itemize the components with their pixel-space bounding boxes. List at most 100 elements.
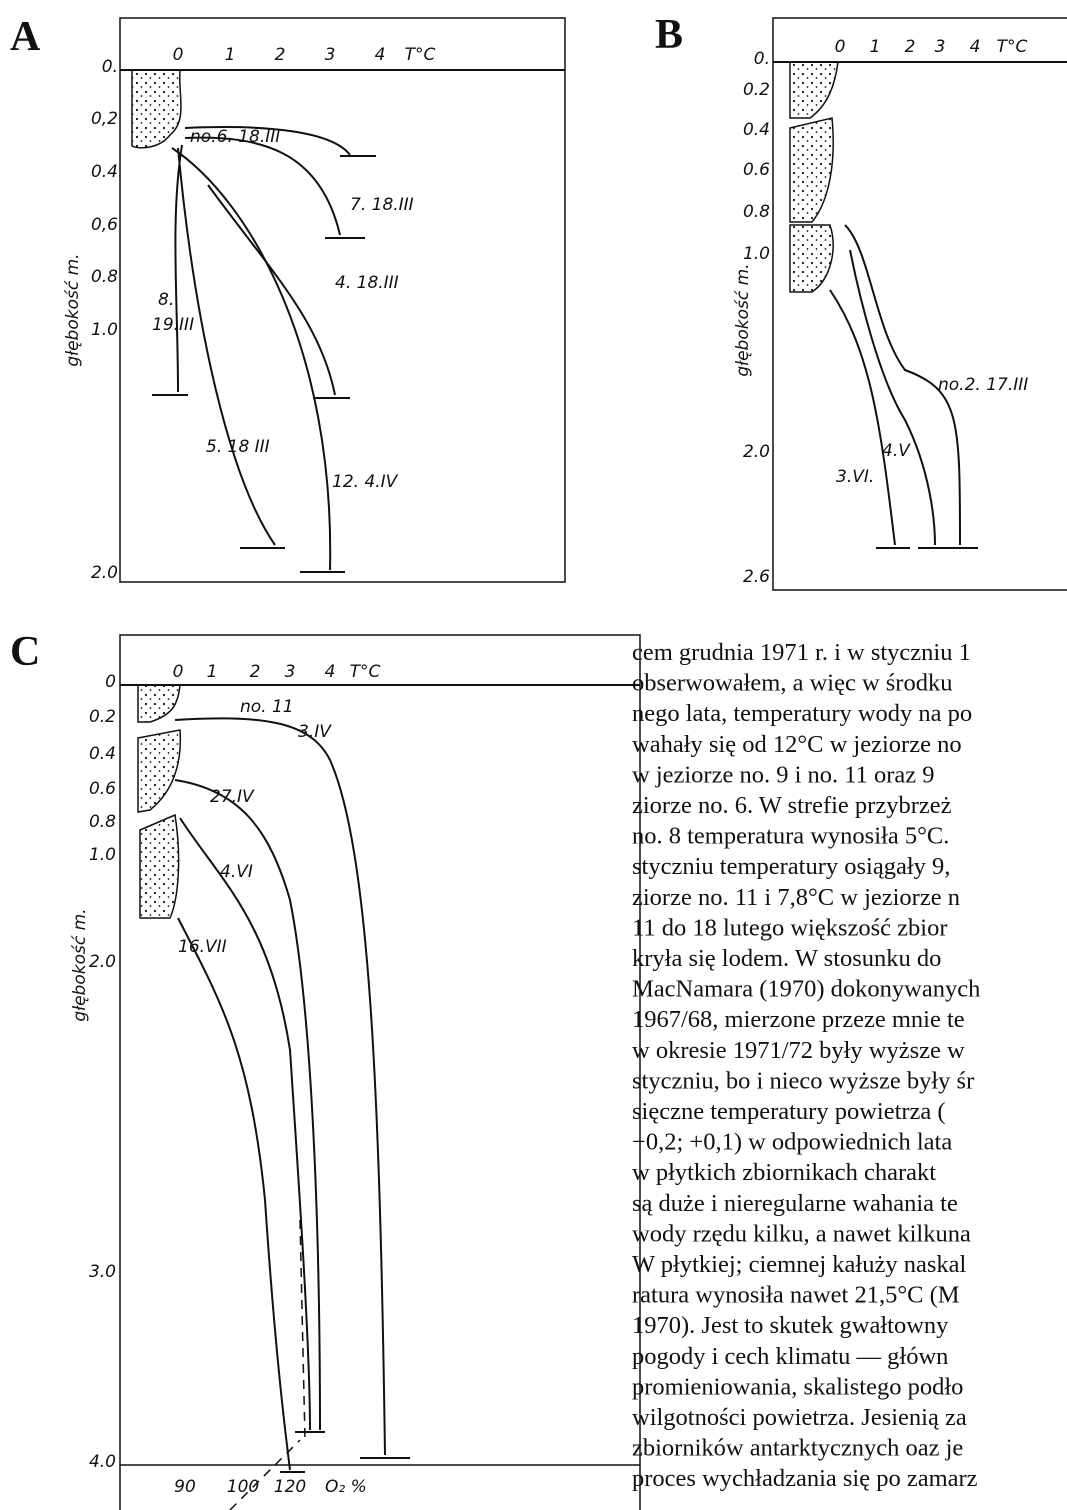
y-tick-label: 0.4: [89, 744, 116, 764]
body-text-line: W płytkiej; ciemnej kałuży naskal: [632, 1251, 966, 1278]
y-tick-label: 0.: [102, 57, 118, 77]
curve-label: 4.VI: [220, 862, 253, 882]
body-text-line: 1970). Jest to skutek gwałtowny: [632, 1312, 949, 1339]
y-tick-label: 0.4: [91, 162, 118, 182]
body-text-line: pogody i cech klimatu — główn: [632, 1343, 948, 1370]
x-tick-label: 1: [225, 45, 236, 65]
y-tick-label: 1.0: [89, 845, 116, 865]
y-tick-label: 3.0: [89, 1262, 116, 1282]
x-tick-label: 0: [173, 45, 184, 65]
y-tick-label: 4.0: [89, 1452, 116, 1472]
y-tick-label: 0,6: [91, 215, 118, 235]
body-text-line: sięczne temperatury powietrza (: [632, 1098, 946, 1125]
y-tick-label: 2.6: [743, 567, 770, 587]
curve-label: no. 11: [240, 697, 294, 717]
x-tick-label: 1: [207, 662, 218, 682]
curve-label: 12. 4.IV: [332, 472, 399, 492]
y-tick-label: 0.2: [89, 707, 116, 727]
y-tick-label: 1.0: [743, 244, 770, 264]
y-tick-label: 0,2: [91, 109, 118, 129]
curve-label: 27.IV: [210, 787, 255, 807]
panel-label: C: [10, 629, 40, 675]
y-tick-label: 2.0: [89, 952, 116, 972]
curve-label: 8.: [158, 290, 174, 310]
curve-label: no.6. 18.III: [190, 127, 280, 147]
y-tick-label: 2.0: [91, 563, 118, 583]
y-axis-label: głębokość m.: [70, 908, 90, 1021]
y-tick-label: 0.: [754, 49, 770, 69]
body-text-line: wilgotności powietrza. Jesienią za: [632, 1404, 967, 1431]
figure-b: [772, 17, 1067, 591]
body-text-line: wody rzędu kilku, a nawet kilkuna: [632, 1220, 971, 1247]
curve-label: 7. 18.III: [350, 195, 414, 215]
x-tick-label: 2: [905, 37, 916, 57]
panel-label: B: [655, 12, 683, 58]
y-axis-label: głębokość m.: [63, 253, 83, 366]
curve-label: 16.VII: [178, 937, 227, 957]
figure-a: [119, 17, 566, 583]
y-tick-label: 0.2: [743, 80, 770, 100]
y-axis-label: głębokość m.: [733, 263, 753, 376]
x-tick-label: 4: [375, 45, 386, 65]
curve-label: 5. 18 III: [206, 437, 270, 457]
curve-label: no.2. 17.III: [938, 375, 1028, 395]
y-tick-label: 0: [105, 672, 116, 692]
body-text-line: MacNamara (1970) dokonywanych: [632, 976, 980, 1003]
body-text-line: no. 8 temperatura wynosiła 5°C.: [632, 823, 949, 850]
curve-label: 3.VI.: [836, 467, 874, 487]
x-tick-label: 3: [285, 662, 296, 682]
x-tick-label: 0: [835, 37, 846, 57]
x-axis-unit: T°C: [350, 662, 381, 682]
body-text-line: zbiorników antarktycznych oaz je: [632, 1435, 963, 1462]
y-tick-label: 0.8: [743, 202, 770, 222]
y-tick-label: 0.8: [91, 267, 118, 287]
x-tick-label: 0: [173, 662, 184, 682]
body-text-line: styczniu, bo i nieco wyższe były śr: [632, 1067, 974, 1094]
y-tick-label: 0.4: [743, 120, 770, 140]
body-text-line: 11 do 18 lutego większość zbior: [632, 914, 948, 941]
x-tick-label: 3: [325, 45, 336, 65]
body-text-line: proces wychładzania się po zamarz: [632, 1465, 978, 1492]
body-text-line: w jeziorze no. 9 i no. 11 oraz 9: [632, 761, 935, 788]
body-text-line: 1967/68, mierzone przeze mnie te: [632, 1006, 965, 1033]
y-tick-label: 0.6: [89, 779, 116, 799]
curve-label: 19.III: [152, 315, 194, 335]
figure-c: [119, 634, 641, 1510]
curve-label: 3.IV: [298, 722, 332, 742]
body-text-line: kryła się lodem. W stosunku do: [632, 945, 941, 972]
x-axis-unit: T°C: [405, 45, 436, 65]
y-tick-label: 0.8: [89, 812, 116, 832]
body-text-line: nego lata, temperatury wody na po: [632, 700, 972, 727]
body-text-line: w okresie 1971/72 były wyższe w: [632, 1037, 965, 1064]
bottom-axis-unit: O₂ %: [325, 1477, 367, 1497]
x-tick-label: 4: [325, 662, 336, 682]
body-text-line: styczniu temperatury osiągały 9,: [632, 853, 950, 880]
y-tick-label: 2.0: [743, 442, 770, 462]
body-text-line: w płytkich zbiornikach charakt: [632, 1159, 936, 1186]
panel-label: A: [10, 14, 41, 60]
body-text-line: obserwowałem, a więc w środku: [632, 670, 952, 697]
y-tick-label: 0.6: [743, 160, 770, 180]
body-text-line: są duże i nieregularne wahania te: [632, 1190, 958, 1217]
curve-label: 4. 18.III: [335, 273, 399, 293]
bottom-tick-label: 120: [274, 1477, 306, 1497]
body-text-line: ratura wynosiła nawet 21,5°C (M: [632, 1282, 960, 1309]
x-tick-label: 2: [275, 45, 286, 65]
curve-label: 4.V: [882, 441, 911, 461]
body-text-line: cem grudnia 1971 r. i w styczniu 1: [632, 639, 971, 666]
y-tick-label: 1.0: [91, 320, 118, 340]
x-axis-unit: T°C: [997, 37, 1028, 57]
body-text-line: promieniowania, skalistego podło: [632, 1373, 963, 1400]
x-tick-label: 2: [250, 662, 261, 682]
body-text-line: −0,2; +0,1) w odpowiednich lata: [632, 1129, 952, 1156]
x-tick-label: 4: [970, 37, 981, 57]
body-text-line: ziorze no. 6. W strefie przybrzeż: [632, 792, 952, 819]
body-text-line: ziorze no. 11 i 7,8°C w jeziorze n: [632, 884, 960, 911]
body-text-line: wahały się od 12°C w jeziorze no: [632, 731, 962, 758]
bottom-tick-label: 90: [174, 1477, 196, 1497]
x-tick-label: 1: [870, 37, 881, 57]
x-tick-label: 3: [935, 37, 946, 57]
bottom-tick-label: 100: [227, 1477, 259, 1497]
